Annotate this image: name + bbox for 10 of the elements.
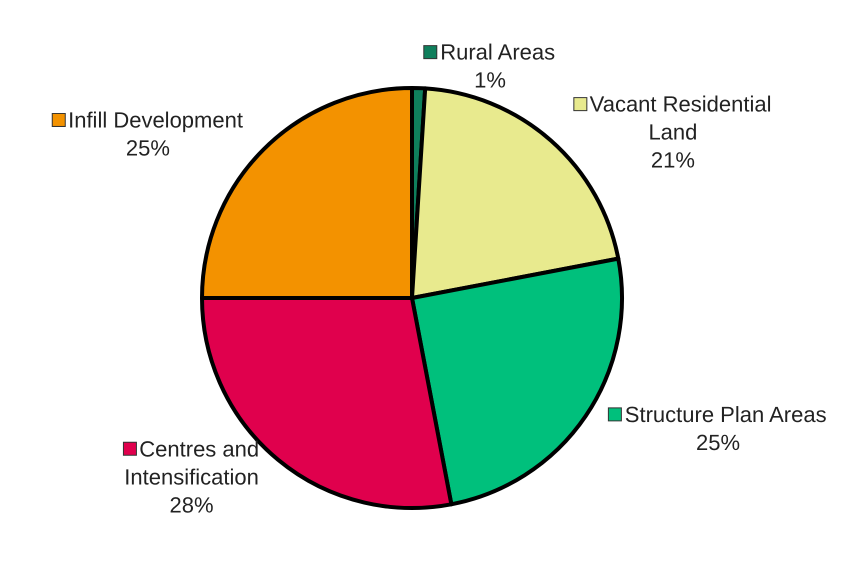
data-label: 28% — [170, 492, 214, 518]
data-label: 1% — [474, 68, 506, 93]
legend-label: Rural Areas — [440, 40, 556, 65]
data-label: 21% — [650, 148, 695, 173]
legend-label: Infill Development — [68, 107, 243, 132]
data-label: 25% — [696, 430, 740, 455]
legend-label: Structure Plan Areas — [624, 402, 827, 427]
legend-label: Centres and Intensification — [124, 436, 260, 490]
data-label: 25% — [126, 135, 170, 160]
legend-label: Vacant Residential Land — [590, 92, 772, 145]
